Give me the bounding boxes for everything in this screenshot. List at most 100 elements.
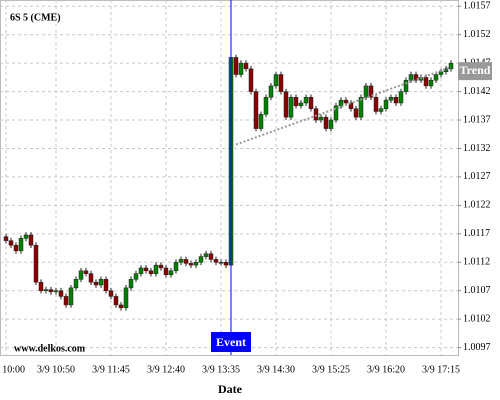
candle-body [128, 279, 134, 289]
candle-body [303, 97, 309, 104]
x-axis-title: Date [218, 382, 243, 396]
candle-body [178, 259, 184, 263]
candle-body [63, 296, 69, 306]
candle-body [223, 262, 229, 266]
candle-body [378, 108, 384, 112]
candle-body [353, 108, 359, 118]
watermark: www.delkos.com [14, 343, 86, 354]
x-tick-label: 3/9 12:40 [147, 364, 185, 375]
chart-title: 6S 5 (CME) [10, 12, 61, 23]
x-tick-label: 3/9 14:30 [257, 364, 295, 375]
candle-body [3, 236, 9, 241]
candle-body [358, 97, 364, 118]
candle-body [143, 267, 149, 272]
candle-body [283, 91, 289, 118]
candle-body [243, 62, 249, 70]
candle-body [48, 289, 54, 293]
candle-body [43, 289, 49, 291]
candle-body [88, 273, 94, 283]
x-tick-label: 3/9 13:35 [202, 364, 240, 375]
y-tick-label: 1.0097 [463, 342, 491, 353]
candle-body [308, 97, 314, 109]
candle-body [108, 290, 114, 297]
candle-body [233, 57, 239, 75]
candle-body [98, 279, 104, 286]
y-tick-label: 1.0112 [463, 257, 490, 268]
candle-body [248, 68, 254, 92]
candle-body [118, 304, 124, 309]
event-label-box [211, 332, 251, 352]
candle-body [203, 253, 209, 257]
candle-body [293, 97, 299, 107]
candle-body [258, 114, 264, 129]
candle-body [408, 74, 414, 81]
candle-body [298, 102, 304, 107]
y-tick-label: 1.0157 [463, 1, 491, 12]
candle-body [388, 97, 394, 101]
x-tick-label: 3/9 15:25 [312, 364, 350, 375]
event-label: Event [216, 335, 246, 349]
y-tick-label: 1.0102 [463, 313, 491, 324]
candle-body [103, 279, 109, 291]
candle-body [163, 267, 169, 276]
candle-body [23, 234, 29, 239]
trend-label: Trend [460, 63, 491, 77]
y-tick-label: 1.0132 [463, 143, 491, 154]
candle-body [338, 99, 344, 107]
candle-body [253, 91, 259, 129]
candle-body [78, 270, 84, 280]
x-tick-label: 3/9 17:15 [422, 364, 460, 375]
y-tick-label: 1.0137 [463, 114, 491, 125]
x-tick-label: 3/9 10:00 [0, 364, 25, 375]
candle-body [148, 270, 154, 274]
candle-body [363, 85, 369, 98]
candle-body [313, 108, 319, 121]
candle-body [18, 238, 24, 252]
candle-body [263, 97, 269, 115]
y-tick-label: 1.0117 [463, 228, 490, 239]
candle-body [133, 273, 139, 280]
candle-body [113, 296, 119, 306]
candle-body [193, 262, 199, 266]
trend-label-box [458, 62, 492, 81]
x-tick-label: 3/9 16:20 [367, 364, 405, 375]
candle-body [218, 262, 224, 264]
candle-body [198, 256, 204, 263]
candle-body [238, 62, 244, 75]
candle-body [393, 97, 399, 104]
candle-body [213, 259, 219, 263]
candle-body [208, 253, 214, 260]
candle-body [13, 244, 19, 252]
candle-body [268, 85, 274, 98]
candle-body [168, 270, 174, 276]
candle-body [33, 244, 39, 283]
candle-body [28, 234, 34, 246]
y-tick-label: 1.0142 [463, 86, 491, 97]
candle-body [58, 290, 64, 297]
candle-body [8, 240, 14, 246]
x-tick-label: 3/9 11:45 [92, 364, 130, 375]
candle-body [383, 99, 389, 109]
candle-body [173, 262, 179, 272]
candle-body [428, 79, 434, 87]
candle-body [328, 119, 334, 129]
candle-body [413, 74, 419, 81]
candle-body [343, 99, 349, 104]
candle-body [323, 116, 329, 129]
candle-body [403, 79, 409, 92]
candle-body [68, 287, 74, 306]
candle-body [93, 281, 99, 286]
candle-body [188, 263, 194, 266]
candle-body [73, 279, 79, 289]
candle-body [423, 77, 429, 87]
candle-body [433, 74, 439, 81]
candle-body [138, 267, 144, 274]
candle-body [158, 264, 164, 269]
candle-body [53, 290, 59, 293]
candle-body [153, 264, 159, 274]
y-tick-label: 1.0127 [463, 171, 491, 182]
y-tick-label: 1.0152 [463, 29, 491, 40]
candle-body [448, 62, 454, 70]
candle-body [333, 105, 339, 121]
candle-body [38, 281, 44, 291]
